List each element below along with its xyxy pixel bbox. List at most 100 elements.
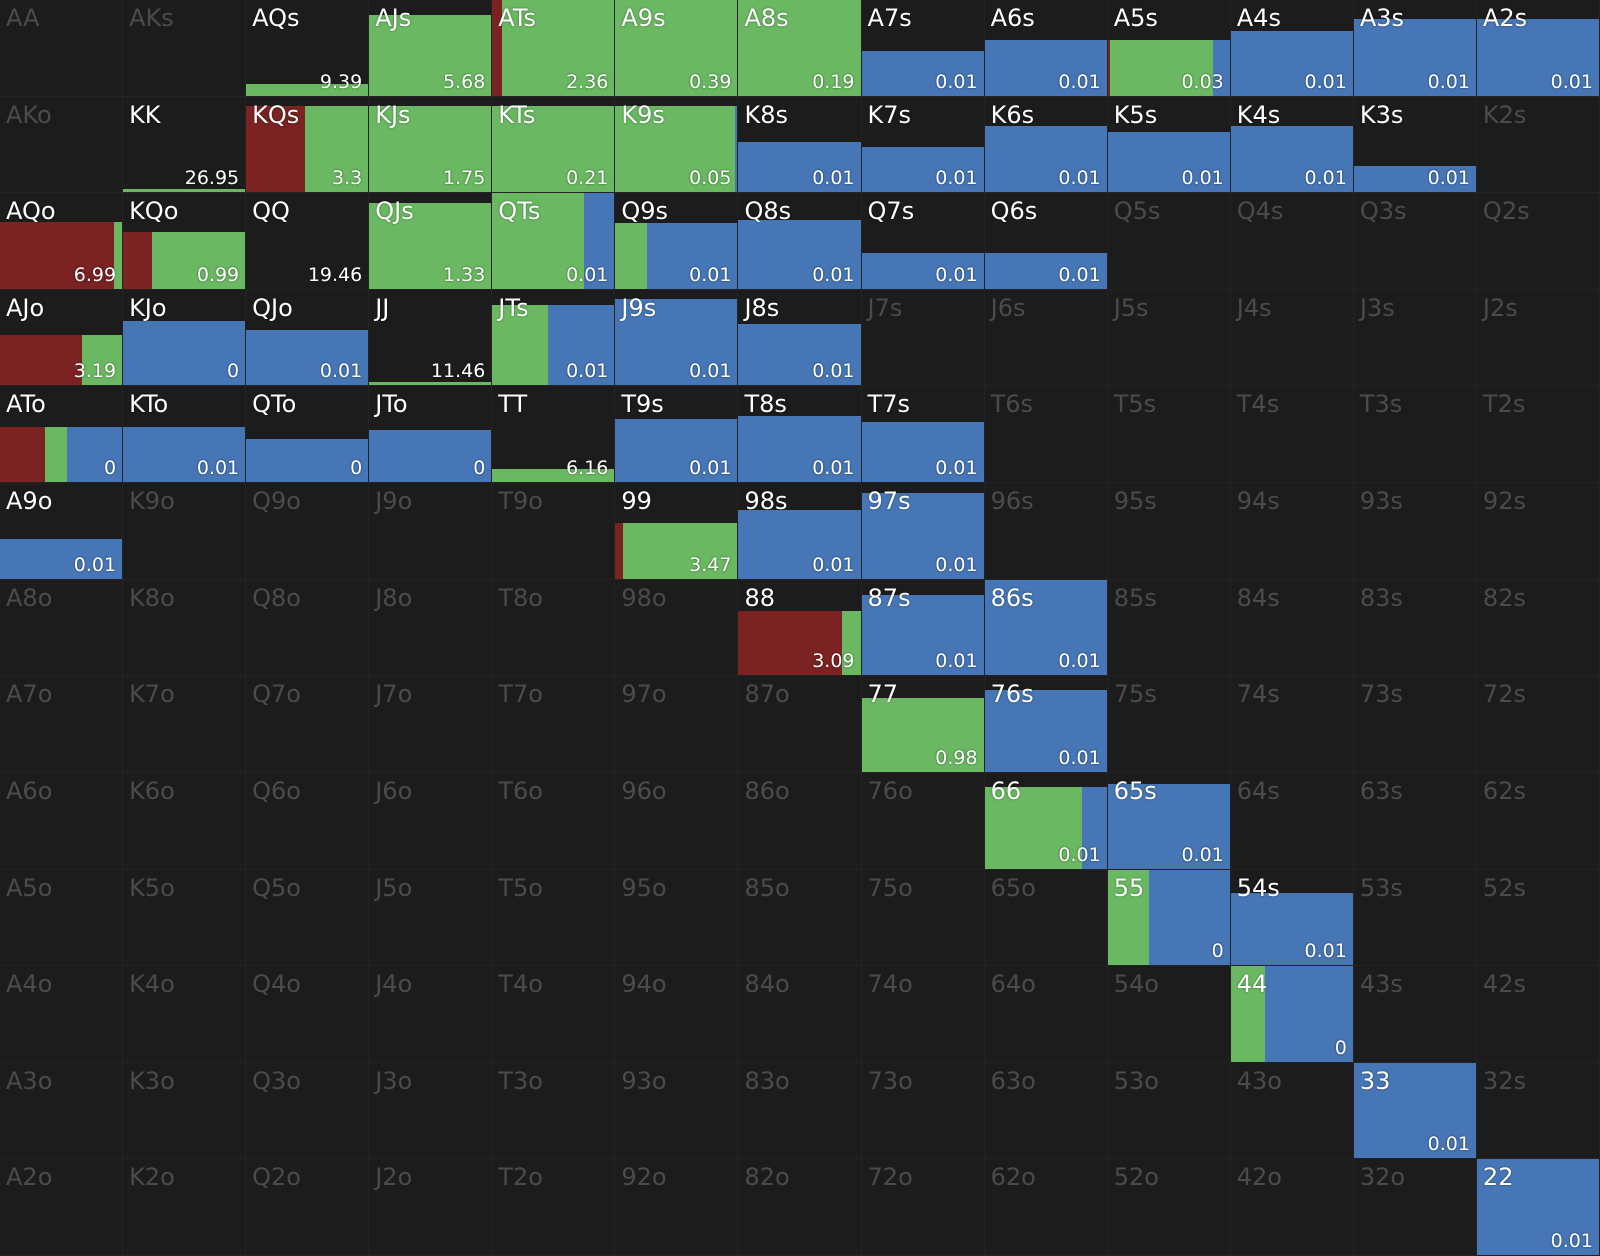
hand-cell-AQs[interactable]: AQs 9.39	[246, 0, 370, 97]
hand-cell-64o[interactable]: 64o	[984, 966, 1108, 1063]
hand-cell-QTs[interactable]: QTs 0.01	[492, 193, 616, 290]
hand-cell-K2o[interactable]: K2o	[123, 1159, 247, 1256]
hand-cell-ATs[interactable]: ATs 2.36	[492, 0, 616, 97]
hand-cell-T7s[interactable]: T7s 0.01	[861, 386, 985, 484]
hand-cell-QTo[interactable]: QTo 0	[246, 386, 370, 484]
hand-cell-K7s[interactable]: K7s 0.01	[861, 96, 985, 194]
hand-cell-T9o[interactable]: T9o	[492, 483, 616, 580]
hand-cell-J4o[interactable]: J4o	[369, 966, 493, 1063]
hand-cell-K9s[interactable]: K9s 0.05	[615, 96, 739, 194]
hand-cell-92s[interactable]: 92s	[1476, 483, 1600, 580]
hand-cell-42s[interactable]: 42s	[1476, 966, 1600, 1063]
hand-cell-JJ[interactable]: JJ 11.46	[369, 289, 493, 387]
hand-cell-K4s[interactable]: K4s 0.01	[1230, 96, 1354, 194]
hand-cell-K3s[interactable]: K3s 0.01	[1353, 96, 1477, 194]
hand-cell-T4o[interactable]: T4o	[492, 966, 616, 1063]
hand-cell-32s[interactable]: 32s	[1476, 1062, 1600, 1160]
hand-cell-99[interactable]: 99 3.47	[615, 483, 739, 580]
hand-cell-66[interactable]: 66 0.01	[984, 772, 1108, 870]
hand-cell-K8s[interactable]: K8s 0.01	[738, 96, 862, 194]
hand-cell-Q2o[interactable]: Q2o	[246, 1159, 370, 1256]
hand-cell-84s[interactable]: 84s	[1230, 579, 1354, 677]
hand-cell-83s[interactable]: 83s	[1353, 579, 1477, 677]
hand-cell-Q5s[interactable]: Q5s	[1107, 193, 1231, 290]
hand-cell-Q6o[interactable]: Q6o	[246, 772, 370, 870]
hand-cell-33[interactable]: 33 0.01	[1353, 1062, 1477, 1160]
hand-cell-Q8s[interactable]: Q8s 0.01	[738, 193, 862, 290]
hand-cell-J2o[interactable]: J2o	[369, 1159, 493, 1256]
hand-cell-Q9s[interactable]: Q9s 0.01	[615, 193, 739, 290]
hand-cell-T3s[interactable]: T3s	[1353, 386, 1477, 484]
hand-cell-32o[interactable]: 32o	[1353, 1159, 1477, 1256]
hand-cell-KQo[interactable]: KQo 0.99	[123, 193, 247, 290]
hand-cell-AQo[interactable]: AQo 6.99	[0, 193, 124, 290]
hand-cell-A2s[interactable]: A2s 0.01	[1476, 0, 1600, 97]
hand-cell-K3o[interactable]: K3o	[123, 1062, 247, 1160]
hand-cell-AA[interactable]: AA	[0, 0, 124, 97]
hand-cell-98s[interactable]: 98s 0.01	[738, 483, 862, 580]
hand-cell-72o[interactable]: 72o	[861, 1159, 985, 1256]
hand-cell-T4s[interactable]: T4s	[1230, 386, 1354, 484]
hand-cell-KQs[interactable]: KQs 3.3	[246, 96, 370, 194]
hand-cell-T5s[interactable]: T5s	[1107, 386, 1231, 484]
hand-cell-88[interactable]: 88 3.09	[738, 579, 862, 677]
hand-cell-82o[interactable]: 82o	[738, 1159, 862, 1256]
hand-cell-96s[interactable]: 96s	[984, 483, 1108, 580]
hand-cell-AKs[interactable]: AKs	[123, 0, 247, 97]
hand-cell-75s[interactable]: 75s	[1107, 676, 1231, 773]
hand-cell-92o[interactable]: 92o	[615, 1159, 739, 1256]
hand-cell-J8o[interactable]: J8o	[369, 579, 493, 677]
hand-cell-QJs[interactable]: QJs 1.33	[369, 193, 493, 290]
hand-cell-84o[interactable]: 84o	[738, 966, 862, 1063]
hand-cell-A2o[interactable]: A2o	[0, 1159, 124, 1256]
hand-cell-T2s[interactable]: T2s	[1476, 386, 1600, 484]
hand-cell-94o[interactable]: 94o	[615, 966, 739, 1063]
hand-cell-62s[interactable]: 62s	[1476, 772, 1600, 870]
hand-cell-AJo[interactable]: AJo 3.19	[0, 289, 124, 387]
hand-cell-J9s[interactable]: J9s 0.01	[615, 289, 739, 387]
hand-cell-93s[interactable]: 93s	[1353, 483, 1477, 580]
hand-cell-98o[interactable]: 98o	[615, 579, 739, 677]
hand-cell-J9o[interactable]: J9o	[369, 483, 493, 580]
hand-cell-95s[interactable]: 95s	[1107, 483, 1231, 580]
hand-cell-85s[interactable]: 85s	[1107, 579, 1231, 677]
hand-cell-J7o[interactable]: J7o	[369, 676, 493, 773]
hand-cell-77[interactable]: 77 0.98	[861, 676, 985, 773]
hand-cell-JTo[interactable]: JTo 0	[369, 386, 493, 484]
hand-cell-A6s[interactable]: A6s 0.01	[984, 0, 1108, 97]
hand-cell-T6o[interactable]: T6o	[492, 772, 616, 870]
hand-cell-64s[interactable]: 64s	[1230, 772, 1354, 870]
hand-cell-A6o[interactable]: A6o	[0, 772, 124, 870]
hand-cell-87s[interactable]: 87s 0.01	[861, 579, 985, 677]
hand-cell-ATo[interactable]: ATo 0	[0, 386, 124, 484]
hand-cell-J4s[interactable]: J4s	[1230, 289, 1354, 387]
hand-cell-A4o[interactable]: A4o	[0, 966, 124, 1063]
hand-cell-74s[interactable]: 74s	[1230, 676, 1354, 773]
hand-cell-A7s[interactable]: A7s 0.01	[861, 0, 985, 97]
hand-cell-Q4o[interactable]: Q4o	[246, 966, 370, 1063]
hand-cell-AKo[interactable]: AKo	[0, 96, 124, 194]
hand-cell-T8o[interactable]: T8o	[492, 579, 616, 677]
hand-cell-J2s[interactable]: J2s	[1476, 289, 1600, 387]
hand-cell-TT[interactable]: TT 6.16	[492, 386, 616, 484]
hand-cell-A9s[interactable]: A9s 0.39	[615, 0, 739, 97]
hand-cell-Q3s[interactable]: Q3s	[1353, 193, 1477, 290]
hand-cell-K6o[interactable]: K6o	[123, 772, 247, 870]
hand-cell-85o[interactable]: 85o	[738, 869, 862, 967]
hand-cell-44[interactable]: 44 0	[1230, 966, 1354, 1063]
hand-cell-J5s[interactable]: J5s	[1107, 289, 1231, 387]
hand-cell-A5o[interactable]: A5o	[0, 869, 124, 967]
hand-cell-95o[interactable]: 95o	[615, 869, 739, 967]
hand-cell-A3s[interactable]: A3s 0.01	[1353, 0, 1477, 97]
hand-cell-73o[interactable]: 73o	[861, 1062, 985, 1160]
hand-cell-94s[interactable]: 94s	[1230, 483, 1354, 580]
hand-cell-K5o[interactable]: K5o	[123, 869, 247, 967]
hand-cell-55[interactable]: 55 0	[1107, 869, 1231, 967]
hand-cell-K7o[interactable]: K7o	[123, 676, 247, 773]
hand-cell-KJs[interactable]: KJs 1.75	[369, 96, 493, 194]
hand-cell-Q8o[interactable]: Q8o	[246, 579, 370, 677]
hand-cell-63s[interactable]: 63s	[1353, 772, 1477, 870]
hand-cell-53s[interactable]: 53s	[1353, 869, 1477, 967]
hand-cell-65o[interactable]: 65o	[984, 869, 1108, 967]
hand-cell-KK[interactable]: KK 26.95	[123, 96, 247, 194]
